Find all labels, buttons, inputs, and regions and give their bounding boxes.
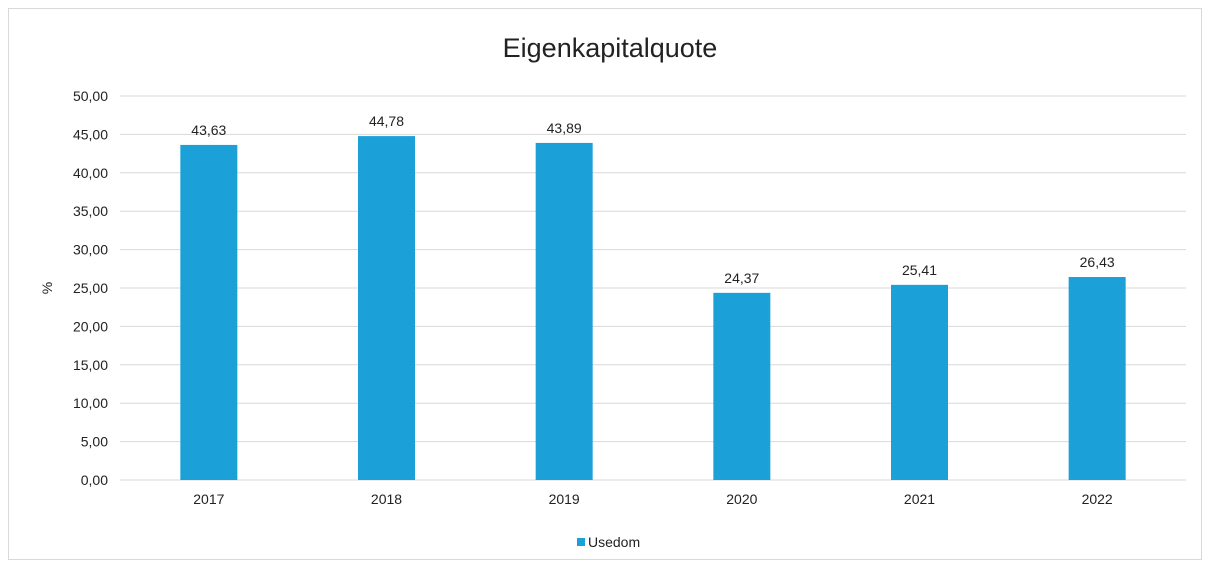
x-tick-label-2021: 2021: [904, 491, 935, 507]
data-label-2020: 24,37: [724, 270, 759, 286]
x-tick-label-2018: 2018: [371, 491, 402, 507]
y-tick-label: 20,00: [73, 318, 108, 334]
y-tick-label: 40,00: [73, 165, 108, 181]
data-labels: 43,63 44,78 43,89 24,37 25,41 26,43: [191, 113, 1115, 286]
y-tick-labels: 0,00 5,00 10,00 15,00 20,00 25,00 30,00 35,00 40…: [73, 88, 108, 488]
y-tick-label: 35,00: [73, 203, 108, 219]
bar-2022: [1068, 277, 1126, 480]
y-tick-label: 10,00: [73, 395, 108, 411]
bar-2018: [358, 136, 415, 480]
gridlines: [120, 95, 1186, 481]
x-tick-label-2019: 2019: [549, 491, 580, 507]
legend: Usedom: [577, 534, 640, 550]
legend-label-usedom: Usedom: [588, 534, 640, 550]
bars: [180, 136, 1126, 480]
bar-2020: [713, 292, 771, 480]
y-tick-label: 45,00: [73, 126, 108, 142]
data-label-2022: 26,43: [1080, 254, 1115, 270]
bar-2017: [180, 144, 238, 480]
x-tick-label-2022: 2022: [1082, 491, 1113, 507]
bar-2019: [535, 142, 593, 480]
y-axis-label: %: [39, 282, 55, 294]
data-label-2021: 25,41: [902, 262, 937, 278]
data-label-2018: 44,78: [369, 113, 404, 129]
data-label-2019: 43,89: [547, 120, 582, 136]
y-tick-label: 30,00: [73, 242, 108, 258]
y-tick-label: 0,00: [81, 472, 108, 488]
x-tick-labels: 2017 2018 2019 2020 2021 2022: [193, 491, 1113, 507]
y-tick-label: 15,00: [73, 357, 108, 373]
chart-title: Eigenkapitalquote: [503, 33, 718, 63]
data-label-2017: 43,63: [191, 122, 226, 138]
y-tick-label: 25,00: [73, 280, 108, 296]
bar-2021: [891, 284, 948, 480]
y-tick-label: 5,00: [81, 434, 108, 450]
legend-swatch-usedom: [577, 538, 585, 546]
y-tick-label: 50,00: [73, 88, 108, 104]
chart-frame: [8, 8, 1202, 560]
x-tick-label-2017: 2017: [193, 491, 224, 507]
x-tick-label-2020: 2020: [726, 491, 757, 507]
